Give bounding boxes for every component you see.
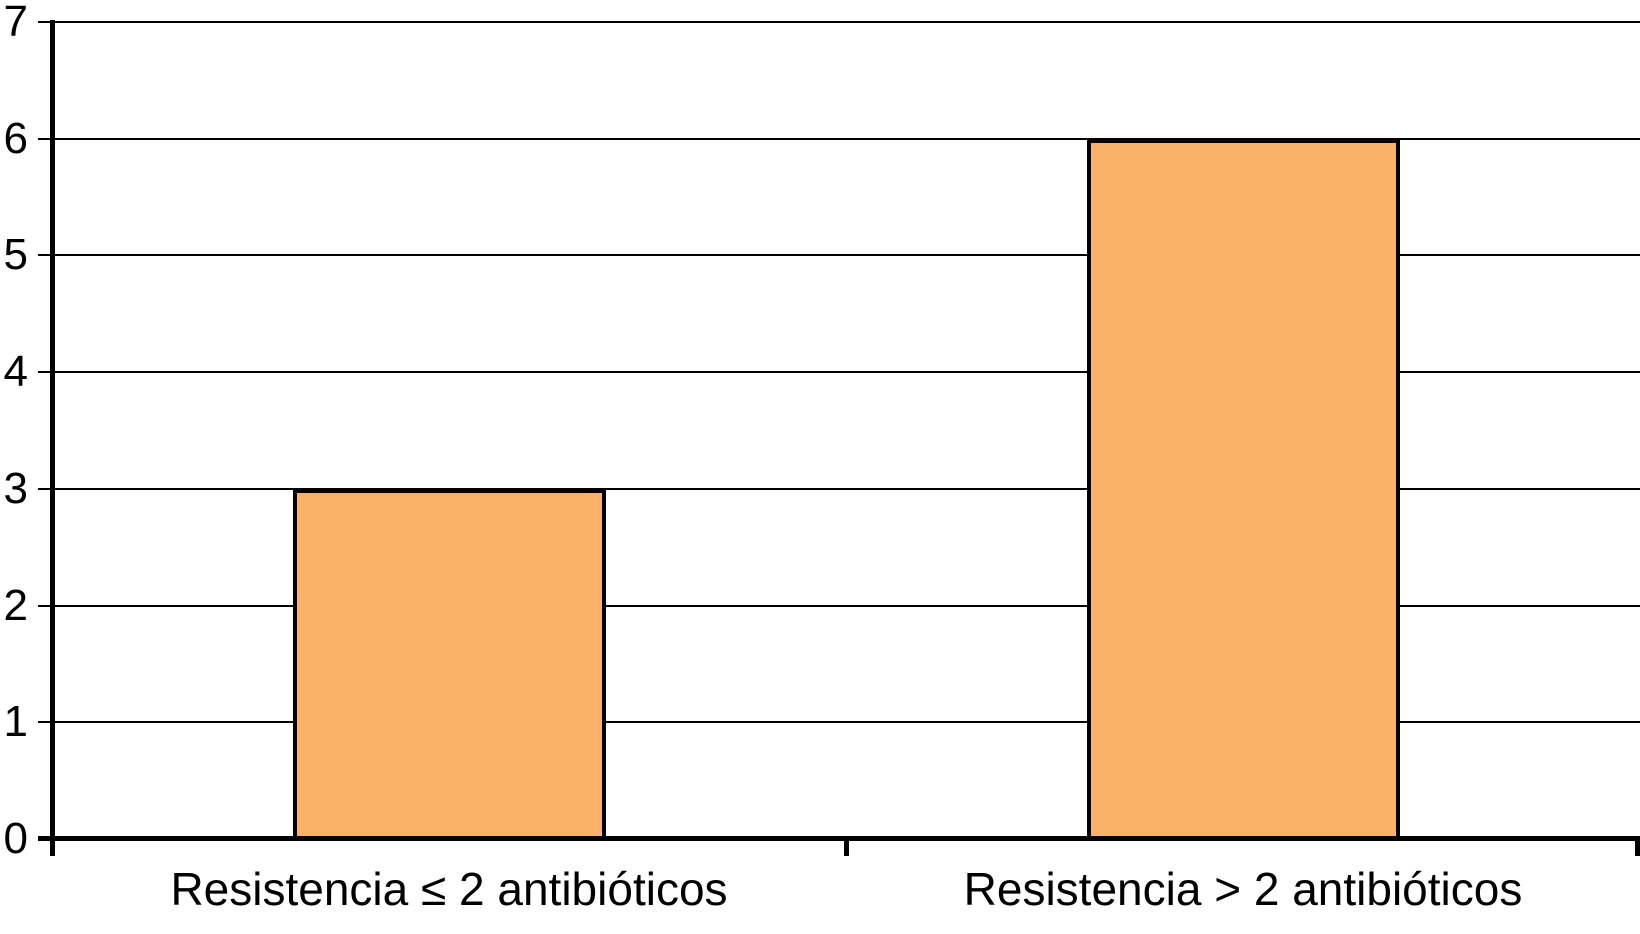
bar-2 [1086, 138, 1400, 841]
gridline-y-6 [38, 137, 1640, 140]
x-axis-line [38, 836, 1640, 841]
y-tick-label-5: 5 [3, 230, 28, 280]
gridline-y-4 [38, 371, 1640, 374]
x-axis-tick-2 [1635, 839, 1640, 856]
y-tick-label-6: 6 [3, 113, 28, 163]
gridline-y-3 [38, 487, 1640, 490]
y-axis-line [50, 20, 55, 856]
y-tick-label-7: 7 [3, 0, 28, 46]
gridline-y-2 [38, 604, 1640, 607]
x-axis-tick-1 [844, 839, 849, 856]
y-tick-label-3: 3 [3, 463, 28, 513]
y-tick-label-0: 0 [3, 814, 28, 863]
y-tick-label-1: 1 [3, 697, 28, 747]
x-category-label-2: Resistencia > 2 antibióticos [963, 863, 1523, 915]
y-tick-label-4: 4 [3, 347, 28, 397]
x-category-label-1: Resistencia ≤ 2 antibióticos [170, 863, 728, 915]
gridline-y-5 [38, 254, 1640, 257]
y-tick-label-2: 2 [3, 580, 28, 630]
gridline-y-7 [38, 21, 1640, 23]
gridline-y-1 [38, 721, 1640, 724]
bar-1 [292, 488, 606, 841]
